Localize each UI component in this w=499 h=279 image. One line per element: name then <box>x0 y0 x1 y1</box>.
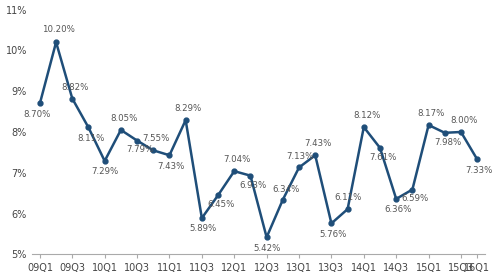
Text: 5.42%: 5.42% <box>253 244 280 252</box>
Text: 8.00%: 8.00% <box>450 116 478 125</box>
Text: 7.98%: 7.98% <box>434 138 461 147</box>
Text: 7.29%: 7.29% <box>91 167 118 176</box>
Text: 7.04%: 7.04% <box>224 155 250 164</box>
Text: 8.17%: 8.17% <box>418 109 445 118</box>
Text: 7.13%: 7.13% <box>287 151 314 160</box>
Text: 6.45%: 6.45% <box>207 200 235 209</box>
Text: 7.55%: 7.55% <box>142 134 170 143</box>
Text: 6.11%: 6.11% <box>334 193 361 202</box>
Text: 6.36%: 6.36% <box>384 205 411 214</box>
Text: 8.05%: 8.05% <box>110 114 137 123</box>
Text: 6.59%: 6.59% <box>402 194 429 203</box>
Text: 7.79%: 7.79% <box>126 145 154 155</box>
Text: 8.12%: 8.12% <box>353 111 380 120</box>
Text: 8.70%: 8.70% <box>23 110 51 119</box>
Text: 7.33%: 7.33% <box>465 166 492 175</box>
Text: 6.93%: 6.93% <box>240 181 267 189</box>
Text: 5.76%: 5.76% <box>319 230 346 239</box>
Text: 7.43%: 7.43% <box>304 139 332 148</box>
Text: 10.20%: 10.20% <box>42 25 75 34</box>
Text: 8.11%: 8.11% <box>77 134 105 143</box>
Text: 5.89%: 5.89% <box>190 224 217 233</box>
Text: 7.43%: 7.43% <box>157 162 185 170</box>
Text: 6.34%: 6.34% <box>272 185 299 194</box>
Text: 8.29%: 8.29% <box>175 104 202 113</box>
Text: 8.82%: 8.82% <box>61 83 89 92</box>
Text: 7.61%: 7.61% <box>369 153 397 162</box>
